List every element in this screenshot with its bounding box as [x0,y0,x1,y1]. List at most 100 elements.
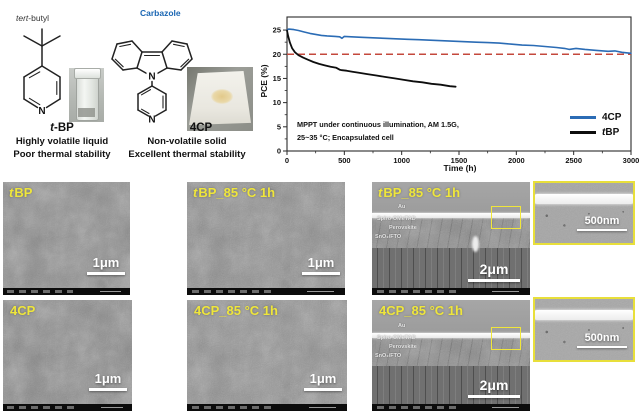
svg-text:10: 10 [273,98,281,107]
svg-text:5: 5 [277,122,281,131]
sem-label-rest: BP_85 °C 1h [383,185,461,200]
sem-inset-4cp-85: 500nm [533,297,635,362]
scale-bar-line [577,345,627,348]
tbp-caption-line2: Poor thermal stability [13,148,111,160]
sem-label-rest: BP [14,185,33,200]
scale-bar-2um: 2μm [468,377,520,398]
scale-bar-line [468,395,520,398]
scale-bar-text: 1μm [307,255,335,270]
sem-panel-tbp-surface: tBP 1μm [3,182,130,295]
scale-bar-2um: 2μm [468,261,520,282]
svg-text:20: 20 [273,50,281,59]
legend-label-tbp-italic: t [602,127,606,138]
sem-label-tbp-85-cross: tBP_85 °C 1h [378,185,460,200]
scale-bar-line [87,272,125,275]
tbp-nitrogen-label: N [38,106,45,117]
sem-label-rest: 4CP_85 °C 1h [379,303,463,318]
inset-au-band [535,310,633,320]
inset-au-band [535,194,633,204]
cross-background [372,182,530,214]
pce-stability-chart: 0 500 1000 1500 2000 2500 3000 0 5 10 15 20 25 [273,16,639,165]
carbazole-title: Carbazole [140,8,181,18]
sem-label-italic: t [378,185,383,200]
cp-powder-photo [187,67,253,131]
legend-swatch-tbp [570,131,596,134]
bright-spot [472,236,479,252]
sem-info-bar [187,288,345,295]
tbp-title: tert-butyl [16,8,108,26]
svg-text:2500: 2500 [565,156,582,165]
legend-swatch-4cp [570,116,596,119]
sem-label-tbp: tBP [9,185,32,200]
chart-annotation-line1: MPPT under continuous illumination, AM 1… [297,120,459,129]
sem-label-4cp: 4CP [9,303,35,318]
layer-label-perovskite: Perovskite [389,225,417,231]
layer-label-au: Au [398,323,406,329]
layer-label-sno2-fto: SnO₂/FTO [375,234,402,240]
scale-bar-line [468,279,520,282]
inset-pits [535,204,633,243]
scale-bar-500nm: 500nm [577,332,627,348]
highlight-box [491,206,521,229]
sem-info-bar [372,288,530,295]
tbp-caption: Highly volatile liquid Poor thermal stab… [0,136,124,161]
scale-bar-text: 1μm [309,371,337,386]
layer-label-sno2-fto: SnO₂/FTO [375,353,402,359]
cp-structure-drawing: N N [111,40,193,126]
layer-label-spiro: Spiro-OMeTAD [377,335,416,341]
sem-info-bar [3,404,132,411]
scale-bar-1um: 1μm [89,371,127,391]
layer-label-au: Au [398,204,406,210]
scale-bar-500nm: 500nm [577,214,627,231]
scale-bar-line [304,388,342,391]
scale-bar-line [89,388,127,391]
scale-bar-1um: 1μm [87,255,125,275]
legend-entry-tbp: tBP [570,127,621,138]
highlight-box [491,327,521,350]
scale-bar-text: 500nm [584,214,620,227]
svg-text:0: 0 [277,147,281,156]
tbp-name-rest: -BP [54,122,74,134]
legend-label-4cp: 4CP [602,112,622,123]
sem-info-bar [3,288,130,295]
scale-bar-text: 2μm [479,377,509,393]
legend-entry-4cp: 4CP [570,112,621,123]
svg-text:1000: 1000 [393,156,410,165]
sem-panel-4cp-85-cross-section: Au Spiro-OMeTAD Perovskite SnO₂/FTO 4CP_… [372,300,530,411]
sem-info-bar [372,404,530,411]
scale-bar-text: 2μm [479,261,509,277]
sem-label-rest: BP_85 °C 1h [198,185,276,200]
tbp-name-italic: t [50,122,55,134]
au-spiro-band [372,332,530,338]
sem-info-bar [187,404,347,411]
cp-caption-line2: Excellent thermal stability [128,148,246,160]
scale-bar-text: 1μm [92,255,120,270]
tbp-caption-line1: Highly volatile liquid [15,136,109,147]
sem-label-tbp-85: tBP_85 °C 1h [193,185,275,200]
chart-legend: 4CP tBP [570,112,621,138]
scale-bar-line [302,272,340,275]
sem-label-4cp-85-cross: 4CP_85 °C 1h [378,303,463,318]
inset-pits [535,320,633,360]
cp-pyridine-nitrogen-label: N [148,115,155,126]
sem-label-rest: 4CP [10,303,36,318]
sem-panel-tbp-85-surface: tBP_85 °C 1h 1μm [187,182,345,295]
svg-text:2000: 2000 [508,156,525,165]
vial-cap [74,68,101,79]
chart-annotation-line2: 25~35 °C; Encapsulated cell [297,133,394,142]
cp-caption: Non-volatile solid Excellent thermal sta… [116,136,258,161]
scale-bar-line [577,228,627,231]
svg-text:500: 500 [338,156,351,165]
sem-inset-tbp-85: 500nm [533,181,635,245]
tbp-vial-photo [69,68,104,122]
cp-name: 4CP [189,122,213,134]
svg-text:1500: 1500 [451,156,468,165]
vial-liquid [78,108,95,117]
layer-label-spiro: Spiro-OMeTAD [377,216,416,222]
sem-label-4cp-85: 4CP_85 °C 1h [193,303,278,318]
tbp-structure-drawing: N [23,28,61,117]
svg-text:15: 15 [273,74,281,83]
tbp-title-italic: tert [16,13,29,23]
layer-label-perovskite: Perovskite [389,344,417,350]
sem-label-italic: t [193,185,198,200]
